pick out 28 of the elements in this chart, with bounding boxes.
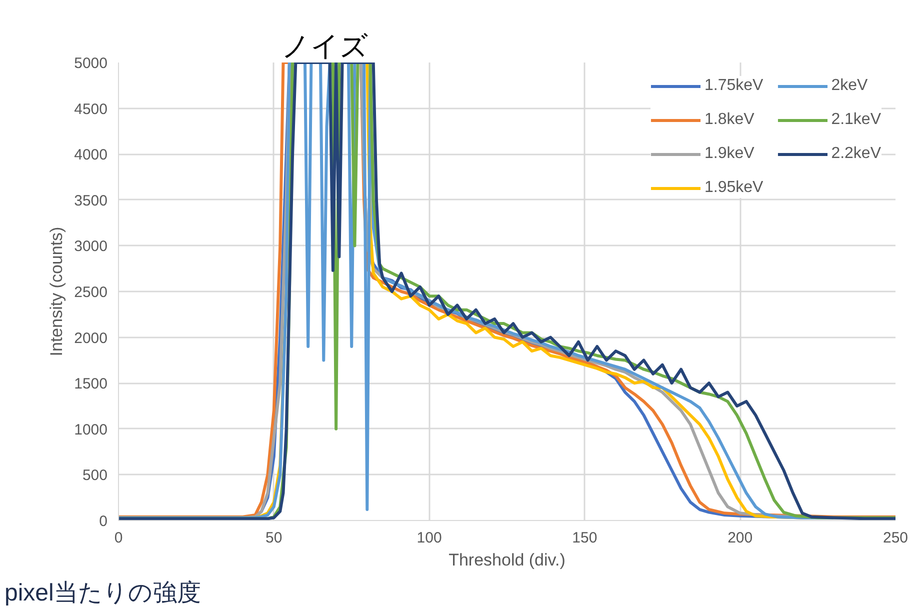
legend-label: 1.95keV: [704, 179, 764, 197]
y-tick-label: 2500: [74, 284, 108, 301]
x-tick-label: 0: [114, 530, 123, 546]
legend-label: 2keV: [831, 77, 868, 95]
x-axis-title: Threshold (div.): [448, 550, 566, 570]
y-tick-label: 5000: [74, 55, 108, 72]
y-axis-title: Intensity (counts): [47, 226, 66, 356]
x-tick-label: 200: [728, 530, 753, 546]
y-tick-label: 4000: [74, 146, 108, 164]
legend-label: 1.9keV: [704, 145, 754, 163]
legend-label: 1.75keV: [704, 77, 764, 95]
x-tick-label: 150: [572, 530, 598, 546]
x-tick-label: 100: [416, 530, 442, 546]
y-tick-label: 1500: [74, 376, 108, 393]
y-tick-label: 1000: [74, 421, 108, 438]
legend-label: 2.1keV: [831, 111, 881, 129]
legend-label: 1.8keV: [704, 111, 754, 129]
y-tick-label: 2000: [74, 330, 108, 347]
y-tick-label: 3500: [74, 192, 108, 210]
x-tick-label: 250: [882, 530, 908, 546]
y-tick-label: 0: [99, 513, 108, 530]
text: ノイズ: [282, 30, 368, 62]
text: pixel当たりの強度: [4, 580, 201, 606]
legend-label: 2.2keV: [831, 145, 881, 163]
y-tick-label: 500: [82, 467, 108, 484]
y-tick-label: 3000: [74, 238, 108, 256]
y-tick-label: 4500: [74, 100, 108, 118]
x-tick-label: 50: [266, 530, 282, 546]
